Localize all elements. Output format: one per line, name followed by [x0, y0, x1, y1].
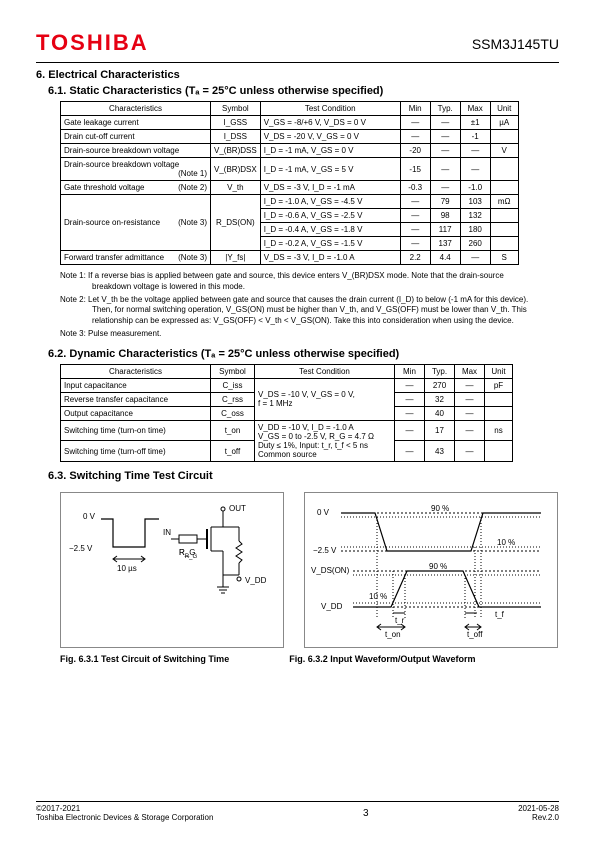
col-characteristics: Characteristics [61, 364, 211, 378]
col-max: Max [455, 364, 485, 378]
section-6-2-title: 6.2. Dynamic Characteristics (Tₐ = 25°C … [48, 348, 559, 360]
note-1: Note 1: If a reverse bias is applied bet… [60, 271, 535, 293]
figure-captions: Fig. 6.3.1 Test Circuit of Switching Tim… [60, 654, 559, 664]
col-min: Min [395, 364, 425, 378]
footer-page: 3 [363, 808, 369, 819]
table-header-row: Characteristics Symbol Test Condition Mi… [61, 364, 513, 378]
col-characteristics: Characteristics [61, 102, 211, 116]
label-vdson: V_DS(ON) [311, 566, 350, 575]
note-2: Note 2: Let V_th be the voltage applied … [60, 295, 535, 327]
figure-6-3-2: 0 V −2.5 V 90 % 10 % V_DS(ON) V_DD 90 % … [304, 492, 558, 648]
table-row: Forward transfer admittance(Note 3)|Y_fs… [61, 251, 519, 265]
part-number: SSM3J145TU [472, 36, 559, 52]
table-row: Switching time (turn-on time)t_onV_DD = … [61, 420, 513, 441]
label-out: OUT [229, 504, 246, 513]
col-min: Min [400, 102, 430, 116]
col-unit: Unit [485, 364, 513, 378]
notes-block: Note 1: If a reverse bias is applied bet… [60, 271, 535, 340]
label-vdd: V_DD [245, 576, 267, 585]
section-6-1-title: 6.1. Static Characteristics (Tₐ = 25°C u… [48, 85, 559, 97]
table-row: Input capacitanceC_issV_DS = -10 V, V_GS… [61, 378, 513, 392]
col-symbol: Symbol [211, 102, 261, 116]
label-tr: t_r [395, 616, 405, 625]
table-row: Drain-source breakdown voltageV_(BR)DSSI… [61, 144, 519, 158]
table-row: Drain cut-off currentI_DSSV_DS = -20 V, … [61, 130, 519, 144]
col-test-condition: Test Condition [255, 364, 395, 378]
table-row: Drain-source on-resistance(Note 3)R_DS(O… [61, 195, 519, 209]
page-footer: ©2017-2021 Toshiba Electronic Devices & … [36, 801, 559, 822]
label-10pct-a: 10 % [497, 538, 515, 547]
section-6-3-title: 6.3. Switching Time Test Circuit [48, 470, 559, 482]
note-3: Note 3: Pulse measurement. [60, 329, 535, 340]
dynamic-characteristics-table: Characteristics Symbol Test Condition Mi… [60, 364, 513, 462]
col-unit: Unit [490, 102, 518, 116]
footer-date: 2021-05-28 [518, 804, 559, 813]
header-rule [36, 62, 559, 63]
figure-6-3-1: 0 V −2.5 V 10 µs IN RR_G R_G OUT [60, 492, 284, 648]
col-test-condition: Test Condition [260, 102, 400, 116]
table-row: Gate leakage currentI_GSSV_GS = -8/+6 V,… [61, 116, 519, 130]
table-row: Gate threshold voltage(Note 2)V_thV_DS =… [61, 181, 519, 195]
footer-copyright: ©2017-2021 [36, 804, 213, 813]
label-90pct-b: 90 % [429, 562, 447, 571]
label-vdd-wave: V_DD [321, 602, 343, 611]
static-characteristics-table: Characteristics Symbol Test Condition Mi… [60, 101, 519, 265]
label-ton: t_on [385, 630, 401, 639]
section-6-title: 6. Electrical Characteristics [36, 69, 559, 81]
label-minus2-5v: −2.5 V [69, 544, 93, 553]
label-minus2-5v-wave: −2.5 V [313, 546, 337, 555]
label-90pct-a: 90 % [431, 504, 449, 513]
col-typ: Typ. [430, 102, 460, 116]
col-max: Max [460, 102, 490, 116]
label-rg-text: R_G [179, 548, 195, 557]
fig-6-3-1-caption: Fig. 6.3.1 Test Circuit of Switching Tim… [60, 654, 229, 664]
footer-rev: Rev.2.0 [518, 813, 559, 822]
footer-company: Toshiba Electronic Devices & Storage Cor… [36, 813, 213, 822]
label-0v: 0 V [83, 512, 96, 521]
table-row: Drain-source breakdown voltage(Note 1)V_… [61, 158, 519, 181]
figure-row: 0 V −2.5 V 10 µs IN RR_G R_G OUT [60, 492, 559, 648]
label-0v-wave: 0 V [317, 508, 330, 517]
table-header-row: Characteristics Symbol Test Condition Mi… [61, 102, 519, 116]
label-in: IN [163, 528, 171, 537]
label-toff: t_off [467, 630, 483, 639]
label-10us: 10 µs [117, 564, 137, 573]
col-typ: Typ. [425, 364, 455, 378]
fig-6-3-2-caption: Fig. 6.3.2 Input Waveform/Output Wavefor… [289, 654, 475, 664]
label-tf: t_f [495, 610, 505, 619]
col-symbol: Symbol [211, 364, 255, 378]
label-10pct-b: 10 % [369, 592, 387, 601]
